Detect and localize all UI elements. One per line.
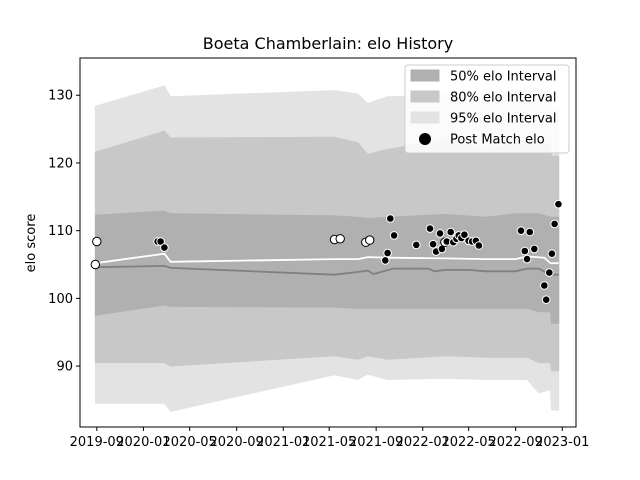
x-tick-label: 2021-09 bbox=[349, 435, 403, 450]
x-tick-label: 2021-01 bbox=[256, 435, 310, 450]
y-tick-label: 130 bbox=[48, 89, 73, 104]
data-point bbox=[156, 237, 165, 246]
data-point bbox=[92, 236, 102, 247]
data-point bbox=[160, 243, 169, 252]
legend: 50% elo Interval 80% elo Interval 95% elo … bbox=[404, 64, 570, 154]
data-point bbox=[435, 229, 445, 238]
data-point bbox=[446, 227, 456, 237]
data-point bbox=[428, 239, 438, 249]
data-point bbox=[335, 234, 345, 244]
legend-label: 95% elo Interval bbox=[450, 112, 557, 127]
x-tick-label: 2022-09 bbox=[488, 435, 542, 450]
plot-frame bbox=[79, 57, 577, 428]
data-point bbox=[520, 246, 530, 256]
data-point bbox=[541, 295, 551, 305]
x-tick-label: 2022-01 bbox=[396, 435, 450, 450]
plot-area bbox=[90, 85, 563, 412]
x-tick-label: 2022-05 bbox=[441, 435, 495, 450]
data-point bbox=[90, 259, 101, 270]
x-tick-label: 2019-09 bbox=[70, 435, 124, 450]
data-point bbox=[550, 219, 559, 229]
x-tick-label: 2021-05 bbox=[302, 435, 356, 450]
legend-swatch bbox=[410, 90, 440, 103]
y-tick-label: 90 bbox=[56, 360, 73, 375]
legend-label: 80% elo Interval bbox=[450, 91, 557, 106]
y-tick-label: 120 bbox=[48, 156, 73, 171]
data-point bbox=[412, 240, 421, 250]
data-point bbox=[460, 230, 469, 239]
axes bbox=[79, 57, 577, 428]
legend-swatch bbox=[410, 69, 440, 82]
data-point bbox=[425, 224, 435, 233]
data-point bbox=[383, 248, 392, 258]
legend-swatch bbox=[410, 111, 440, 124]
data-point bbox=[386, 214, 395, 223]
data-point bbox=[540, 281, 549, 290]
x-tick-label: 2020-09 bbox=[210, 435, 264, 450]
y-tick-label: 100 bbox=[48, 292, 73, 307]
x-axis: 2019-092020-012020-052020-092021-012021-… bbox=[70, 427, 589, 450]
data-point bbox=[525, 227, 535, 237]
data-point bbox=[381, 256, 390, 265]
median-line bbox=[95, 264, 559, 276]
data-point bbox=[522, 254, 532, 264]
legend-label: Post Match elo bbox=[450, 133, 545, 148]
x-tick-label: 2020-01 bbox=[116, 435, 170, 450]
data-point bbox=[530, 244, 539, 254]
legend-marker bbox=[419, 133, 431, 145]
x-tick-label: 2020-05 bbox=[163, 435, 217, 450]
x-tick-label: 2023-01 bbox=[535, 435, 589, 450]
legend-label: 50% elo Interval bbox=[450, 70, 557, 85]
data-point bbox=[516, 226, 526, 235]
data-point bbox=[545, 268, 554, 277]
y-axis: 90 100 110 120 130 bbox=[48, 89, 80, 375]
data-point bbox=[554, 199, 563, 209]
data-point bbox=[474, 241, 484, 250]
data-point bbox=[365, 235, 375, 245]
legend-frame bbox=[404, 64, 570, 154]
chart-title: Boeta Chamberlain: elo History bbox=[203, 34, 453, 53]
y-tick-label: 110 bbox=[48, 224, 73, 239]
y-axis-label: elo score bbox=[24, 214, 39, 273]
data-point bbox=[389, 231, 399, 240]
mean-line bbox=[95, 252, 559, 265]
data-point bbox=[547, 249, 557, 258]
